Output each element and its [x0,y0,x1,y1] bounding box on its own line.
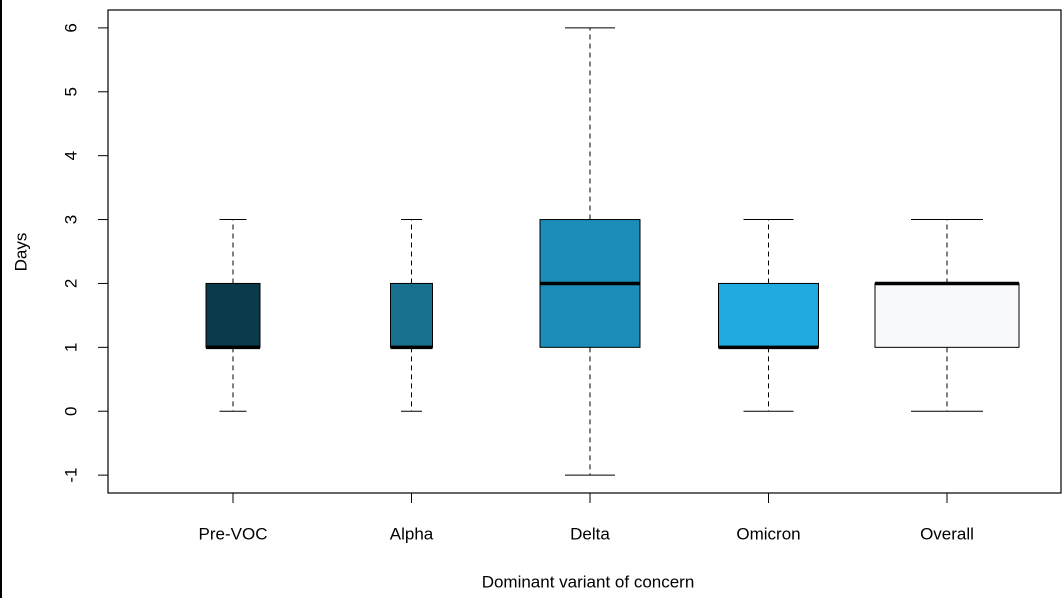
box [390,282,433,348]
y-tick-label: 3 [61,215,80,224]
y-tick-label: 6 [61,23,80,32]
x-tick-label: Delta [570,524,610,543]
x-axis-label: Dominant variant of concern [482,572,695,591]
x-tick-label: Pre-VOC [199,524,268,543]
y-tick-label: 2 [61,279,80,288]
plot-area [107,9,1062,494]
y-tick-label: 5 [61,87,80,96]
y-tick-label: 4 [61,151,80,160]
y-tick-label: 0 [61,406,80,415]
y-tick-label: 1 [61,343,80,352]
x-tick-label: Overall [920,524,974,543]
box [718,282,819,348]
box [874,282,1020,348]
y-tick-label: -1 [61,468,80,483]
x-tick-label: Omicron [736,524,800,543]
box [205,282,261,348]
x-tick-label: Alpha [390,524,434,543]
y-axis-label: Days [11,233,30,272]
